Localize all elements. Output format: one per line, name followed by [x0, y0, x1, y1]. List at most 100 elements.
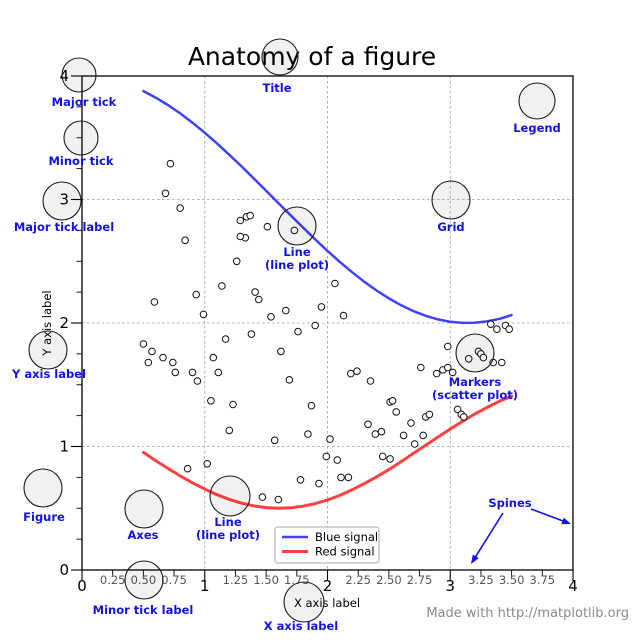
scatter-point [339, 311, 348, 320]
scatter-point [254, 295, 263, 304]
scatter-point [148, 347, 156, 356]
annotation-label-legend: Legend [513, 121, 561, 135]
scatter-point [304, 430, 312, 438]
scatter-point [479, 353, 488, 362]
y-major-tick-label: 0 [59, 561, 69, 579]
x-minor-tick-label: 1.50 [253, 573, 279, 587]
scatter-point [498, 358, 506, 367]
scatter-point [209, 353, 218, 362]
scatter-point [337, 473, 345, 482]
annotation-circle-minor-tick-label [124, 560, 164, 600]
x-minor-tick-label: 1.25 [223, 573, 249, 587]
scatter-point [432, 369, 441, 378]
annotation-circle-line-plot-lower [209, 475, 251, 517]
x-minor-tick-label: 1.75 [284, 573, 310, 587]
scatter-point [214, 368, 223, 377]
x-axis-label: X axis label [294, 596, 360, 610]
scatter-point [169, 358, 177, 367]
scatter-point [460, 413, 468, 421]
scatter-point [192, 290, 200, 299]
scatter-point [493, 325, 501, 334]
annotation-label-markers: Markers [449, 375, 502, 389]
scatter-point [207, 397, 215, 405]
x-minor-tick-label: 2.25 [345, 573, 371, 587]
x-minor-tick-label: 0.25 [100, 573, 126, 587]
annotation-circle-major-tick-label [42, 181, 82, 221]
scatter-point [294, 327, 302, 336]
scatter-point [236, 216, 245, 225]
scatter-point [263, 222, 272, 231]
scatter-point [296, 476, 305, 484]
annotation-label-line-plot-lower: (line plot) [196, 528, 260, 542]
scatter-point [347, 369, 355, 378]
annotation-arrowhead-spines [471, 554, 479, 564]
scatter-point [392, 408, 401, 416]
scatter-point [221, 335, 230, 343]
scatter-point [410, 440, 419, 448]
scatter-point [161, 189, 170, 198]
annotation-circle-axes [124, 489, 164, 529]
legend-entry-label: Blue signal [315, 530, 378, 544]
scatter-point [225, 426, 234, 435]
scatter-point [333, 456, 342, 464]
scatter-point [183, 464, 192, 473]
y-major-tick-label: 3 [59, 191, 69, 209]
scatter-point [150, 298, 159, 306]
scatter-point [419, 431, 428, 440]
scatter-point [307, 401, 316, 410]
scatter-point [270, 436, 279, 445]
scatter-point [218, 282, 226, 290]
scatter-point [378, 452, 387, 461]
scatter-point [399, 431, 408, 440]
x-major-tick-label: 0 [77, 577, 87, 595]
x-minor-tick-label: 3.25 [468, 573, 494, 587]
scatter-point [290, 226, 299, 235]
scatter-point [246, 211, 254, 220]
scatter-point [229, 400, 237, 409]
scatter-point [453, 405, 462, 414]
annotation-arrow-spines [474, 512, 504, 559]
scatter-point [311, 321, 320, 330]
scatter-point [236, 232, 245, 241]
red-signal-line [141, 394, 514, 510]
annotation-circle-x-axis-label [283, 581, 325, 623]
scatter-point [386, 455, 394, 463]
scatter-point [251, 288, 259, 296]
scatter-point [448, 368, 457, 377]
scatter-point [444, 363, 452, 372]
scatter-point [331, 279, 339, 288]
x-minor-tick-label: 3.50 [499, 573, 525, 587]
x-major-tick-label: 4 [568, 577, 578, 595]
annotation-circle-line-plot-upper [277, 206, 317, 246]
scatter-point [366, 377, 375, 385]
x-minor-tick-label: 0.75 [161, 573, 187, 587]
annotation-circle-y-axis-label [28, 330, 68, 370]
annotation-label-line-plot-upper: (line plot) [265, 258, 329, 272]
scatter-point [326, 435, 334, 443]
annotation-label-line-plot-upper: Line [283, 245, 310, 259]
annotation-label-minor-tick-label: Minor tick label [93, 603, 194, 617]
x-major-tick-label: 2 [323, 577, 333, 595]
x-minor-tick-label: 0.50 [131, 573, 157, 587]
scatter-point [258, 493, 267, 501]
scatter-point [203, 460, 211, 468]
scatter-point [139, 340, 148, 348]
scatter-point [267, 313, 275, 321]
scatter-point [464, 355, 473, 363]
credit-text: Made with http://matplotlib.org [426, 606, 629, 621]
scatter-point [315, 479, 323, 488]
annotation-circle-legend [518, 82, 556, 120]
annotation-circle-markers [455, 333, 495, 373]
annotation-label-spines: Spines [488, 496, 531, 510]
annotation-circle-title [261, 38, 299, 76]
x-minor-tick-label: 2.50 [376, 573, 402, 587]
x-major-tick-label: 3 [445, 577, 455, 595]
annotation-label-line-plot-lower: Line [214, 515, 241, 529]
scatter-point [193, 377, 202, 385]
annotation-label-axes: Axes [128, 528, 159, 542]
scatter-point [322, 452, 331, 461]
scatter-point [417, 363, 425, 372]
scatter-point [364, 420, 372, 429]
scatter-point [232, 257, 241, 266]
